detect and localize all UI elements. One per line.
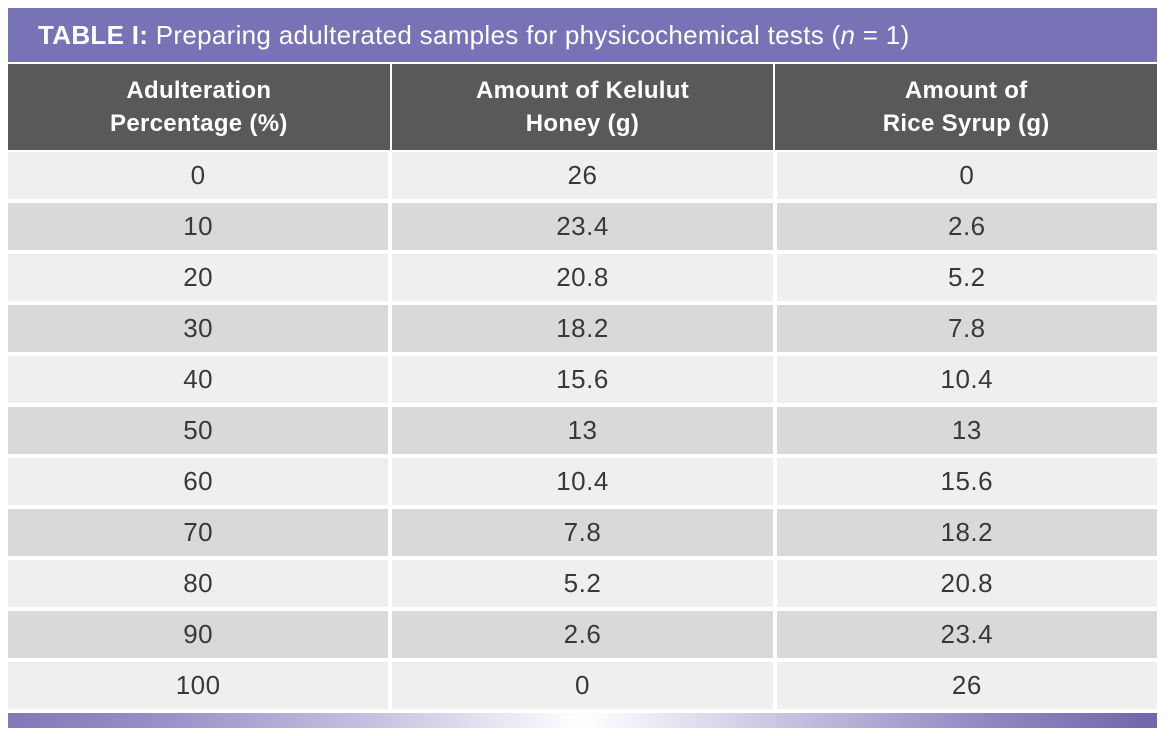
- table-cell: 5.2: [392, 560, 773, 607]
- table-cell: 30: [8, 305, 389, 352]
- table-cell: 13: [392, 407, 773, 454]
- table-cell: 26: [392, 152, 773, 199]
- column-header-adulteration-percentage: Adulteration Percentage (%): [8, 64, 390, 150]
- table-cell: 70: [8, 509, 389, 556]
- table-cell: 2.6: [392, 611, 773, 658]
- table-cell: 20.8: [776, 560, 1157, 607]
- table-cell: 10: [8, 203, 389, 250]
- table-cell: 50: [8, 407, 389, 454]
- table-cell: 26: [776, 662, 1157, 709]
- table-cell: 0: [8, 152, 389, 199]
- table-cell: 2.6: [776, 203, 1157, 250]
- table-caption-text: Preparing adulterated samples for physic…: [148, 19, 841, 50]
- column-header-kelulut-honey: Amount of Kelulut Honey (g): [391, 64, 774, 150]
- table-cell: 7.8: [776, 305, 1157, 352]
- table-header-row: Adulteration Percentage (%) Amount of Ke…: [8, 64, 1157, 150]
- table-cell: 15.6: [776, 458, 1157, 505]
- table-cell: 20.8: [392, 254, 773, 301]
- table-cell: 10.4: [776, 356, 1157, 403]
- table-cell: 100: [8, 662, 389, 709]
- table-cell: 40: [8, 356, 389, 403]
- table-caption-text-end: = 1): [855, 19, 910, 50]
- table-cell: 18.2: [392, 305, 773, 352]
- table-cell: 15.6: [392, 356, 773, 403]
- table-cell: 0: [392, 662, 773, 709]
- bottom-gradient-rule: [8, 713, 1157, 728]
- table-cell: 60: [8, 458, 389, 505]
- table-cell: 10.4: [392, 458, 773, 505]
- table-cell: 7.8: [392, 509, 773, 556]
- table-caption-bar: TABLE I: Preparing adulterated samples f…: [8, 8, 1157, 62]
- table-cell: 80: [8, 560, 389, 607]
- table-body: 0 26 0 10 23.4 2.6 20 20.8 5.2 30 18.2 7…: [8, 152, 1157, 709]
- table-cell: 23.4: [776, 611, 1157, 658]
- table-cell: 23.4: [392, 203, 773, 250]
- table-cell: 13: [776, 407, 1157, 454]
- table-caption-n-variable: n: [840, 19, 856, 50]
- table-cell: 0: [776, 152, 1157, 199]
- table-caption-label: TABLE I:: [38, 19, 149, 50]
- table-cell: 18.2: [776, 509, 1157, 556]
- table-cell: 5.2: [776, 254, 1157, 301]
- column-header-rice-syrup: Amount of Rice Syrup (g): [775, 64, 1157, 150]
- table-cell: 20: [8, 254, 389, 301]
- table-cell: 90: [8, 611, 389, 658]
